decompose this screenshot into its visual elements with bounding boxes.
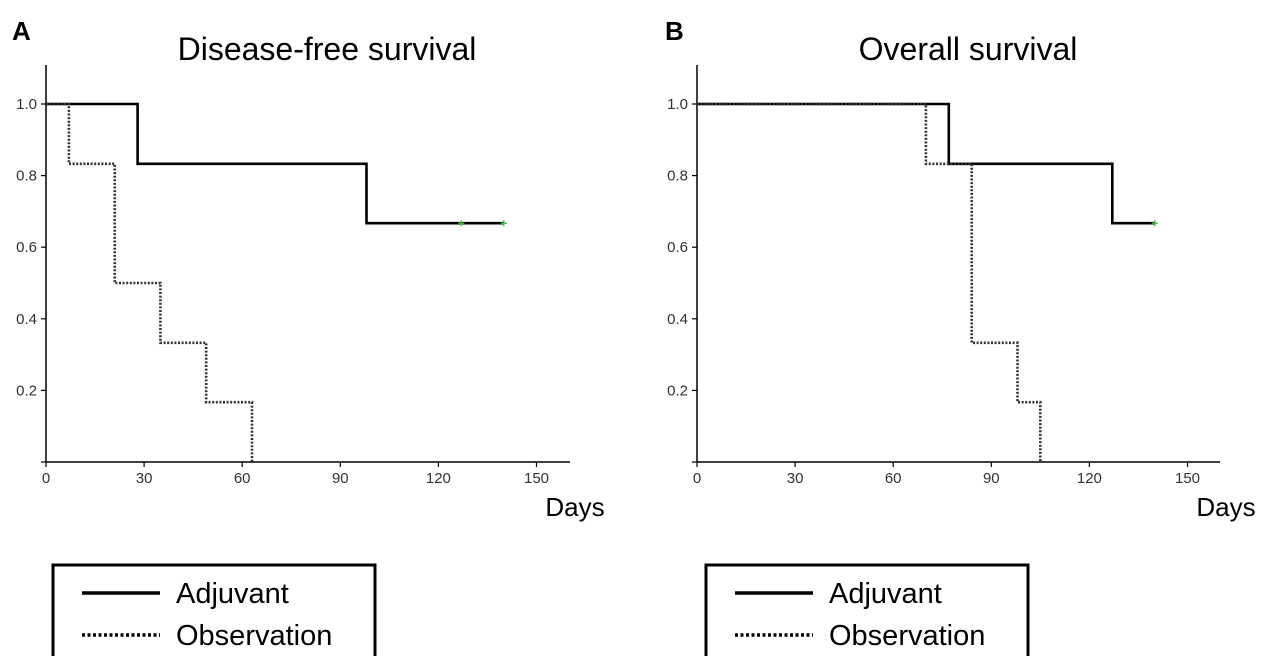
series-line-observation <box>697 102 1042 462</box>
x-tick-label: 0 <box>42 470 50 487</box>
x-tick-label: 120 <box>1077 470 1102 487</box>
censor-mark <box>1151 220 1158 227</box>
x-tick-label: 60 <box>234 470 251 487</box>
censor-mark <box>500 220 507 227</box>
y-tick-label: 0.2 <box>16 382 37 399</box>
legend: Adjuvant Observation <box>51 563 377 656</box>
series-line-adjuvant <box>46 102 504 225</box>
y-tick-label: 0.4 <box>667 311 688 328</box>
y-tick-label: 1.0 <box>16 96 37 113</box>
y-tick-label: 0.2 <box>667 382 688 399</box>
x-tick-label: 0 <box>693 470 701 487</box>
x-tick-label: 120 <box>426 470 451 487</box>
legend-label: Adjuvant <box>176 578 289 610</box>
legend-label: Observation <box>829 620 985 652</box>
chart-title: Disease-free survival <box>178 31 477 67</box>
y-tick-label: 1.0 <box>667 96 688 113</box>
censor-mark <box>458 220 465 227</box>
x-tick-label: 30 <box>136 470 153 487</box>
y-tick-label: 0.8 <box>667 168 688 185</box>
x-tick-label: 90 <box>983 470 1000 487</box>
y-tick-label: 0.4 <box>16 311 37 328</box>
x-tick-label: 150 <box>1175 470 1200 487</box>
legend: Adjuvant Observation <box>704 563 1030 656</box>
panel-label: B <box>665 16 684 46</box>
series-line-observation <box>46 102 254 462</box>
panel-a: A Disease-free survival Days Adjuvant Ob… <box>12 16 605 656</box>
legend-box <box>704 563 1030 656</box>
x-axis-label: Days <box>1196 492 1255 522</box>
x-tick-label: 30 <box>787 470 804 487</box>
y-tick-label: 0.6 <box>667 239 688 256</box>
panel-label: A <box>12 16 31 46</box>
chart-title: Overall survival <box>859 31 1078 67</box>
x-axis-label: Days <box>545 492 604 522</box>
x-tick-label: 60 <box>885 470 902 487</box>
y-tick-label: 0.6 <box>16 239 37 256</box>
legend-box <box>51 563 377 656</box>
legend-label: Adjuvant <box>829 578 942 610</box>
x-tick-label: 90 <box>332 470 349 487</box>
legend-label: Observation <box>176 620 332 652</box>
y-tick-label: 0.8 <box>16 168 37 185</box>
x-tick-label: 150 <box>524 470 549 487</box>
panel-b: B Overall survival Days Adjuvant Observa… <box>665 16 1256 656</box>
